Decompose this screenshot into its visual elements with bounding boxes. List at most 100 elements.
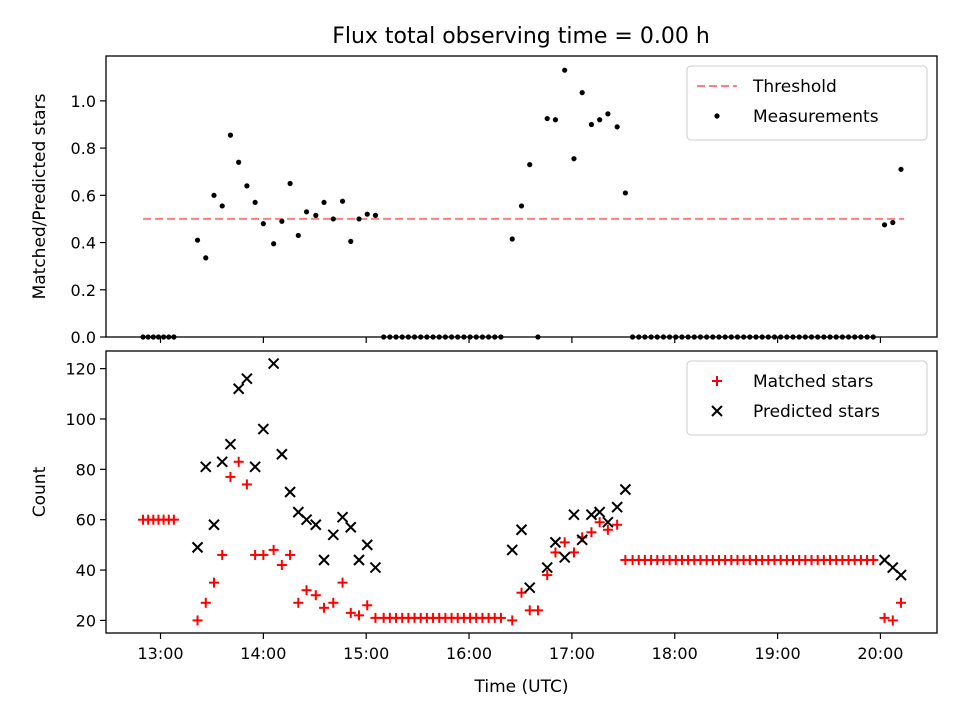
legend-label: Predicted stars xyxy=(753,402,880,422)
legend: Threshold Measurements xyxy=(686,65,928,141)
data-point xyxy=(227,132,234,138)
x-tick-label: 19:00 xyxy=(755,644,801,663)
data-point xyxy=(586,527,597,538)
data-point xyxy=(518,203,525,209)
data-point xyxy=(194,237,201,243)
data-point xyxy=(168,514,179,525)
legend-label: Threshold xyxy=(752,77,837,97)
data-point xyxy=(285,549,296,560)
data-point xyxy=(216,456,228,468)
legend-frame xyxy=(686,65,928,141)
data-point xyxy=(614,124,620,130)
data-point xyxy=(552,117,559,123)
axes-frame xyxy=(105,350,938,634)
data-point xyxy=(267,357,280,370)
x-tick-label: 20:00 xyxy=(857,644,903,663)
data-point xyxy=(208,519,220,531)
data-point xyxy=(506,544,518,556)
data-point xyxy=(898,166,904,172)
data-point xyxy=(339,198,346,204)
data-point xyxy=(602,516,614,528)
data-point xyxy=(588,121,595,128)
data-point xyxy=(321,199,327,206)
data-point xyxy=(879,612,890,623)
data-point xyxy=(602,524,613,535)
data-point xyxy=(622,190,628,196)
data-point xyxy=(568,508,580,521)
data-point xyxy=(200,461,212,473)
y-tick-label: 1.0 xyxy=(71,92,96,111)
data-point xyxy=(711,405,723,417)
data-point xyxy=(327,529,339,541)
y-tick-label: 0.8 xyxy=(71,139,96,158)
y-tick-label: 40 xyxy=(76,561,96,580)
data-point xyxy=(203,255,209,261)
data-point xyxy=(232,383,245,395)
data-point xyxy=(345,607,356,618)
y-tick-label: 100 xyxy=(65,410,96,429)
legend-label: Measurements xyxy=(753,107,879,127)
data-point xyxy=(597,117,603,123)
y-tick-label: 20 xyxy=(76,611,96,630)
x-tick-label: 18:00 xyxy=(652,644,698,663)
data-point xyxy=(550,547,561,558)
data-point xyxy=(353,554,365,566)
data-point xyxy=(192,615,203,626)
data-point xyxy=(257,423,270,435)
data-point xyxy=(887,615,898,626)
data-point xyxy=(611,501,623,513)
data-point xyxy=(225,471,236,482)
data-point xyxy=(712,376,722,386)
y-tick-label: 0.0 xyxy=(71,328,96,347)
data-point xyxy=(868,554,879,565)
data-point xyxy=(361,539,373,551)
data-point xyxy=(336,511,349,523)
data-point xyxy=(287,180,293,187)
axes-frame xyxy=(105,55,938,338)
data-point xyxy=(319,602,330,613)
data-point xyxy=(558,551,571,564)
chart-title: Flux total observing time = 0.00 h xyxy=(332,24,710,49)
x-tick-label: 17:00 xyxy=(549,644,595,663)
data-point xyxy=(233,456,244,467)
data-point xyxy=(268,544,279,555)
data-point xyxy=(524,581,536,594)
x-tick-label: 13:00 xyxy=(137,644,183,663)
data-point xyxy=(303,209,310,215)
data-point xyxy=(714,113,720,119)
data-point xyxy=(310,519,322,531)
data-point xyxy=(236,159,242,165)
y-tick-label: 0.4 xyxy=(71,234,96,253)
data-point xyxy=(330,216,336,222)
x-tick-label: 15:00 xyxy=(343,644,389,663)
y-tick-label: 80 xyxy=(76,460,96,479)
x-tick-label: 14:00 xyxy=(240,644,286,663)
data-point xyxy=(579,90,585,96)
data-point xyxy=(605,111,611,117)
legend: Matched stars Predicted stars xyxy=(686,360,928,436)
data-point xyxy=(362,600,373,611)
data-point xyxy=(896,597,907,608)
bottom-panel-counts: 20 40 60 80 100 120 13:00 14:00 15:00 16:00 17:00 1… xyxy=(30,350,938,697)
data-point xyxy=(276,448,288,460)
data-point xyxy=(576,534,588,546)
data-point xyxy=(515,524,528,536)
x-axis-label: Time (UTC) xyxy=(474,677,569,697)
y-axis-label: Count xyxy=(30,466,50,517)
data-point xyxy=(217,549,228,560)
data-point xyxy=(881,222,888,228)
data-point xyxy=(258,549,269,560)
data-point xyxy=(219,203,225,209)
data-point xyxy=(284,486,296,498)
data-point xyxy=(541,561,553,574)
data-point xyxy=(211,192,217,198)
data-point xyxy=(224,438,237,450)
data-point xyxy=(507,615,518,626)
data-point xyxy=(571,156,577,162)
data-point xyxy=(241,372,253,385)
data-point xyxy=(509,236,515,242)
data-point xyxy=(208,577,219,588)
data-point xyxy=(594,517,605,528)
data-point xyxy=(301,585,312,596)
